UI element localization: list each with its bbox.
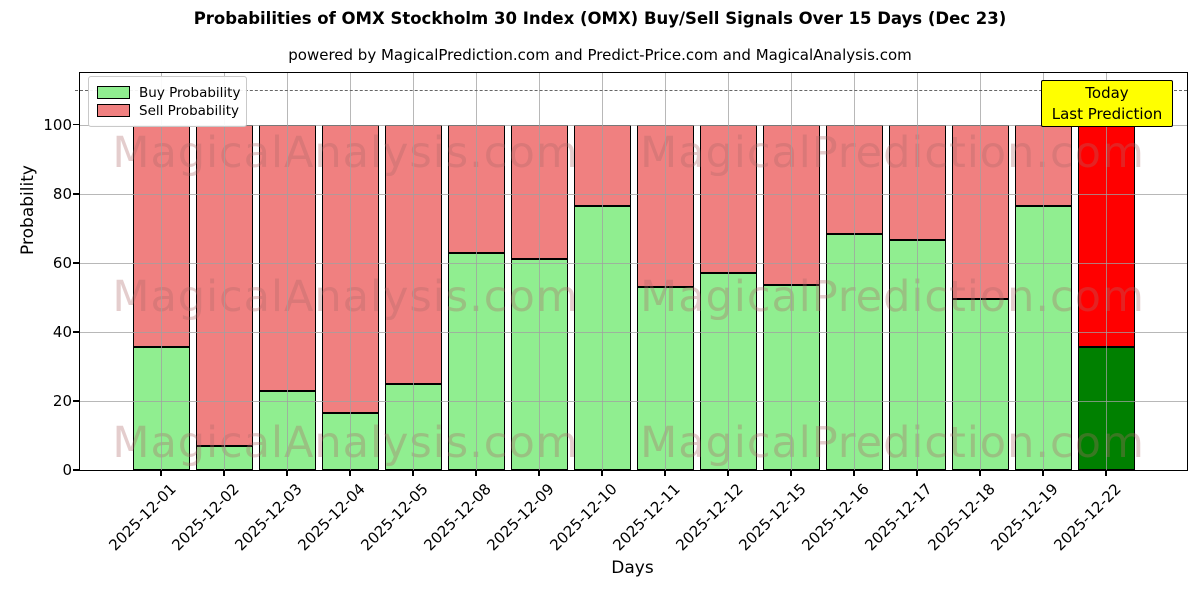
gridline-horizontal	[80, 193, 1187, 195]
gridline-vertical	[854, 73, 855, 470]
gridline-vertical	[287, 73, 288, 470]
today-annotation-box: Today Last Prediction	[1041, 80, 1173, 127]
y-tick-mark	[73, 193, 79, 195]
dashed-threshold-line	[75, 90, 1187, 92]
x-tick-mark	[475, 470, 477, 476]
gridline-vertical	[728, 73, 729, 470]
x-tick-mark	[412, 470, 414, 476]
legend-row: Buy Probability	[97, 84, 241, 101]
x-tick-mark	[1105, 470, 1107, 476]
x-tick-mark	[286, 470, 288, 476]
y-tick-mark	[73, 124, 79, 126]
plot-area: 0 20 40 60 80 100 2025-12-01 2025-12-02 2025-12-…	[43, 72, 1188, 554]
gridline-vertical	[980, 73, 981, 470]
legend-row: Sell Probability	[97, 102, 240, 119]
legend-label: Buy Probability	[139, 84, 241, 101]
x-tick-mark	[538, 470, 540, 476]
watermark-text: MagicalAnalysis.com	[112, 128, 579, 178]
x-tick-mark	[664, 470, 666, 476]
gridline-vertical	[1106, 73, 1107, 470]
gridline-horizontal	[80, 400, 1187, 402]
x-tick-mark	[1042, 470, 1044, 476]
x-tick-mark	[223, 470, 225, 476]
gridline-vertical	[602, 73, 603, 470]
x-tick-mark	[916, 470, 918, 476]
gridline-vertical	[161, 73, 162, 470]
annotation-line-2: Last Prediction	[1051, 104, 1163, 123]
gridline-vertical	[539, 73, 540, 470]
y-tick-label: 0	[62, 461, 72, 479]
watermark-text: MagicalPrediction.com	[640, 418, 1145, 468]
legend-swatch	[97, 104, 130, 117]
y-tick-mark	[73, 400, 79, 402]
watermark-text: MagicalAnalysis.com	[112, 418, 579, 468]
watermark-text: MagicalAnalysis.com	[112, 272, 579, 322]
gridline-horizontal	[80, 124, 1187, 126]
legend: Buy Probability Sell Probability	[88, 76, 247, 127]
gridline-vertical	[791, 73, 792, 470]
y-tick-mark	[73, 469, 79, 471]
watermark-text: MagicalPrediction.com	[640, 128, 1145, 178]
gridline-vertical	[476, 73, 477, 470]
y-tick-label: 40	[52, 322, 72, 341]
legend-swatch	[97, 86, 130, 99]
gridline-vertical	[665, 73, 666, 470]
legend-label: Sell Probability	[139, 102, 240, 119]
gridline-horizontal	[80, 331, 1187, 333]
chart-subtitle: powered by MagicalPrediction.com and Pre…	[288, 46, 912, 64]
gridline-vertical	[917, 73, 918, 470]
chart-title: Probabilities of OMX Stockholm 30 Index …	[193, 9, 1007, 28]
x-tick-mark	[790, 470, 792, 476]
watermark-text: MagicalPrediction.com	[640, 272, 1145, 322]
x-tick-mark	[349, 470, 351, 476]
annotation-line-1: Today	[1085, 83, 1129, 102]
y-tick-label: 80	[52, 184, 72, 203]
gridline-vertical	[413, 73, 414, 470]
x-tick-mark	[160, 470, 162, 476]
x-tick-mark	[979, 470, 981, 476]
gridline-vertical	[224, 73, 225, 470]
gridline-vertical	[350, 73, 351, 470]
x-axis-label: Days	[611, 558, 654, 578]
y-tick-mark	[73, 262, 79, 264]
x-tick-mark	[853, 470, 855, 476]
gridline-horizontal	[80, 262, 1187, 264]
y-tick-label: 60	[52, 253, 72, 272]
y-tick-label: 20	[52, 391, 72, 410]
x-tick-mark	[727, 470, 729, 476]
x-tick-mark	[601, 470, 603, 476]
y-tick-label: 100	[43, 115, 72, 134]
gridline-vertical	[1043, 73, 1044, 470]
y-tick-mark	[73, 331, 79, 333]
